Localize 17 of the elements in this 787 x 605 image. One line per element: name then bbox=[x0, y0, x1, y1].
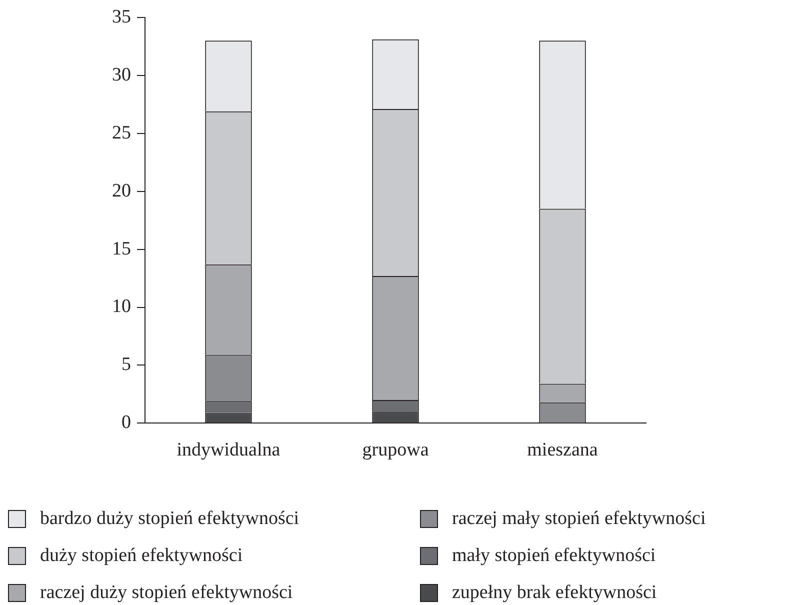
y-tick-label: 5 bbox=[122, 354, 131, 376]
y-tick-label: 20 bbox=[112, 180, 131, 202]
legend-label: raczej mały stopień efektywności bbox=[452, 508, 706, 530]
y-tick-label: 10 bbox=[112, 296, 131, 318]
x-tick-label: mieszana bbox=[527, 440, 598, 461]
legend-label: duży stopień efektywności bbox=[40, 544, 243, 566]
y-tick-label: 30 bbox=[112, 64, 131, 86]
legend-label: zupełny brak efektywności bbox=[452, 582, 657, 604]
y-tick-label: 25 bbox=[112, 122, 131, 144]
y-tick-label: 15 bbox=[112, 238, 131, 260]
legend-label: mały stopień efektywności bbox=[452, 544, 656, 566]
y-tick-label: 35 bbox=[112, 6, 131, 28]
x-tick-label: grupowa bbox=[362, 440, 430, 461]
x-tick-label: indywidualna bbox=[176, 440, 281, 461]
legend-label: bardzo duży stopień efektywności bbox=[40, 508, 300, 530]
legend-label: raczej duży stopień efektywności bbox=[40, 582, 293, 604]
y-tick-label: 0 bbox=[122, 412, 131, 434]
